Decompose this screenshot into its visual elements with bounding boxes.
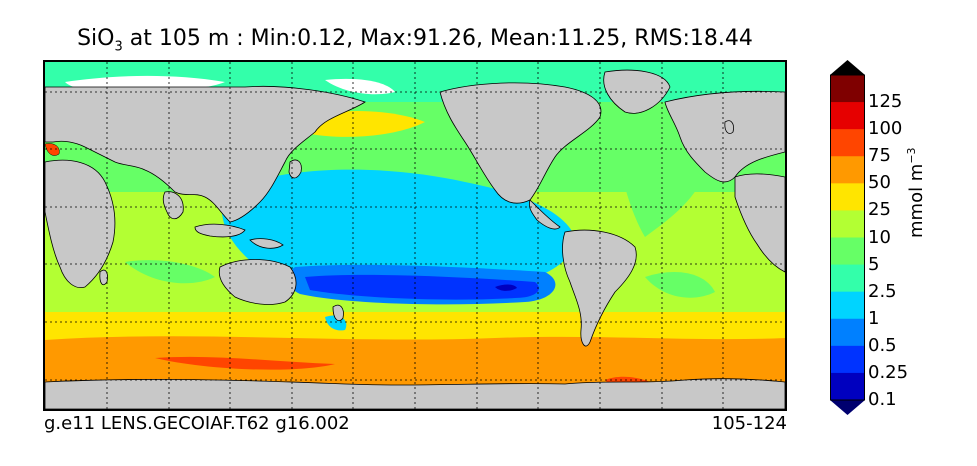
colorbar-segment — [830, 318, 865, 347]
colorbar-segment — [830, 237, 865, 266]
eurasia-east — [664, 90, 785, 183]
colorbar-tick-label: 125 — [868, 91, 903, 113]
colorbar-segment — [830, 156, 865, 184]
colorbar-tick-label: 25 — [868, 199, 891, 221]
british-isles — [724, 120, 734, 134]
colorbar-segment — [830, 129, 865, 157]
north-atlantic-gyre — [615, 140, 705, 237]
colorbar-segment — [830, 210, 865, 238]
north-america — [439, 82, 602, 204]
colorbar-segment — [830, 102, 865, 130]
eurasia-west — [45, 85, 366, 223]
colorbar-border — [830, 74, 865, 401]
map-panel — [43, 60, 787, 411]
australia — [218, 259, 297, 305]
colorbar — [830, 60, 865, 415]
ocean-field-map — [45, 62, 785, 409]
colorbar-segment — [830, 264, 865, 293]
colorbar-tick-label: 5 — [868, 253, 880, 275]
years-label: 105-124 — [711, 413, 787, 434]
colorbar-segment — [830, 345, 865, 374]
south-atlantic-gyre — [645, 272, 715, 298]
colorbar-tick-label: 75 — [868, 145, 891, 167]
new-guinea — [249, 238, 284, 249]
gridlines — [45, 62, 785, 409]
madagascar — [99, 269, 108, 286]
southern-red-patch — [155, 356, 335, 370]
colorbar-tick-label: 0.1 — [868, 389, 897, 410]
indonesia — [194, 223, 246, 238]
colorbar-segment — [830, 291, 865, 320]
colorbar-segment — [830, 183, 865, 211]
new-zealand — [332, 304, 344, 322]
colorbar-segment — [830, 372, 865, 401]
colorbar-tick-label: 100 — [868, 118, 903, 140]
southern-yellow-band — [45, 312, 785, 340]
land — [45, 69, 785, 409]
indian-gyre — [125, 260, 215, 284]
south-america — [562, 229, 637, 347]
south-pacific-gyre-core — [495, 284, 517, 291]
colorbar-tick-label: 0.5 — [868, 334, 897, 356]
inland-sea-patch — [45, 143, 60, 156]
colorbar-segment — [830, 75, 865, 103]
colorbar-tick-label: 50 — [868, 172, 891, 194]
colorbar-tick-label: 0.25 — [868, 361, 909, 383]
colorbar-tick-label: 2.5 — [868, 280, 897, 302]
colorbar-unit-label: mmol m−3 — [905, 147, 927, 238]
case-name-label: g.e11 LENS.GECOIAF.T62 g16.002 — [44, 413, 350, 434]
map-title: SiO3 at 105 m : Min:0.12, Max:91.26, Mea… — [77, 26, 753, 55]
colorbar-extend-top — [830, 60, 865, 75]
africa-west — [734, 173, 785, 273]
south-pacific-gyre-inner — [305, 274, 539, 300]
north-pacific-high — [305, 110, 425, 137]
colorbar-tick-label: 10 — [868, 226, 891, 248]
colorbar-extend-bottom — [830, 400, 865, 415]
africa — [45, 159, 116, 289]
colorbar-tick-label: 1 — [868, 307, 880, 329]
central-america — [529, 199, 561, 230]
india — [162, 191, 184, 220]
arctic-ice-2 — [325, 78, 395, 95]
